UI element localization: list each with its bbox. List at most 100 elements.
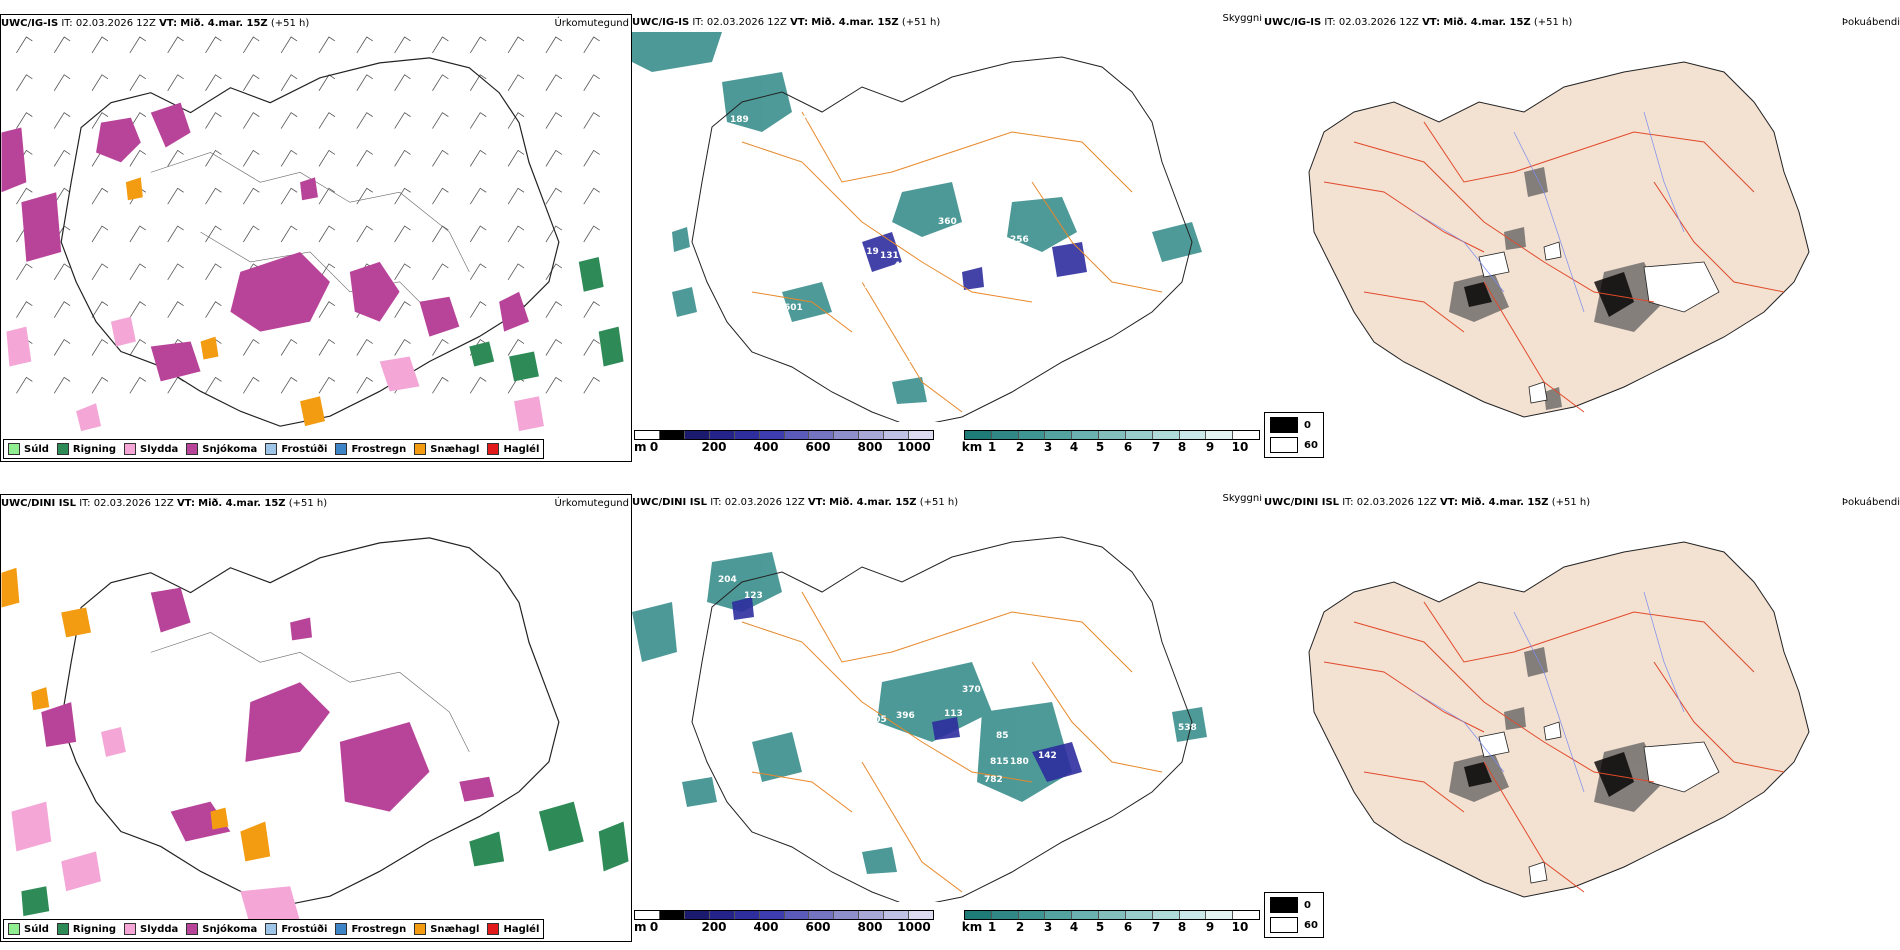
ceiling-swatch [659, 431, 685, 439]
vis-label: 105 [868, 715, 887, 725]
legend-label: Súld [24, 443, 49, 455]
visibility-colorbar: km 1 2 3 4 5 6 7 8 9 10 [961, 430, 1260, 456]
vis-tick: 6 [1123, 440, 1133, 454]
wind-barb [129, 36, 147, 54]
ceiling-tick: 600 [805, 440, 831, 454]
wind-barb [545, 74, 563, 91]
vt-value: Mið. 4.mar. 15Z [811, 17, 899, 28]
vis-label: 193 [952, 155, 971, 165]
ceiling-tick: 400 [753, 440, 779, 454]
wind-barb [243, 187, 260, 205]
vis-label: 782 [984, 775, 1003, 785]
legend-item-freezing-drizzle: Frostúði [265, 443, 327, 455]
vis-swatch [1233, 911, 1259, 919]
freezing-drizzle-swatch [265, 443, 278, 455]
ceiling-swatch [734, 431, 760, 439]
wind-barb [243, 36, 260, 54]
vis-tick: 3 [1043, 440, 1053, 454]
cloud-swatch [1270, 417, 1298, 433]
cloud-legend-row: 60 [1270, 917, 1318, 933]
cloud-legend: 0 60 [1264, 892, 1324, 938]
wind-barb [545, 36, 563, 54]
vis-tick: 2 [1015, 440, 1025, 454]
ceiling-tick: 800 [857, 440, 883, 454]
vis-swatch [1072, 911, 1100, 919]
lead-time: (+51 h) [1533, 17, 1573, 28]
wind-barb [167, 301, 184, 318]
it-prefix: IT: [61, 18, 73, 29]
cloud-legend-label: 60 [1304, 439, 1318, 451]
vis-swatch [1045, 911, 1073, 919]
vis-swatch [965, 911, 992, 919]
wind-barb [205, 74, 222, 91]
legend-item-drizzle: Súld [8, 923, 49, 935]
wind-barb [318, 376, 336, 394]
snow-swatch [186, 923, 199, 935]
wind-barb [583, 376, 600, 394]
vis-swatch [1018, 431, 1046, 439]
hail-swatch [487, 443, 500, 455]
legend-item-hail: Haglél [487, 923, 539, 935]
legend-item-rain: Rigning [56, 443, 117, 455]
wind-barb [243, 376, 260, 394]
precip-map [1, 33, 631, 461]
ceiling-colorbar-bar [634, 910, 934, 920]
vis-swatch [1179, 911, 1207, 919]
visibility-label: Skyggni [1222, 494, 1262, 504]
wind-barb [167, 187, 184, 205]
hail-swatch [487, 923, 500, 935]
wind-barb [280, 339, 298, 356]
ceiling-colorbar: m 0 200 400 600 800 1000 [634, 910, 934, 936]
wind-barb [356, 36, 373, 54]
wind-barb [545, 376, 563, 394]
ceiling-swatch [884, 431, 910, 439]
wind-barb [432, 149, 449, 167]
wind-barb [243, 112, 260, 129]
wind-barb [583, 339, 600, 356]
wind-barb [53, 74, 71, 91]
wind-barb [507, 112, 525, 129]
vis-label: 729 [794, 321, 813, 331]
ceiling-tick: 200 [701, 440, 727, 454]
legend-label: Slydda [140, 443, 179, 455]
wind-barb [545, 225, 563, 243]
legend-item-hail: Haglél [487, 443, 539, 455]
vis-label: 142 [1038, 751, 1057, 761]
lead-time: (+51 h) [1551, 497, 1591, 508]
panel-header: UWC/DINI ISL IT: 02.03.2026 12Z VT: Mið.… [1264, 494, 1900, 512]
wind-barb [469, 225, 487, 243]
wind-barb [91, 225, 109, 243]
vis-tick: 7 [1151, 920, 1161, 934]
vis-swatch [1206, 431, 1234, 439]
vis-swatch [1018, 911, 1046, 919]
wind-barb [91, 36, 109, 54]
wind-barb [394, 74, 411, 91]
freezing-rain-swatch [335, 443, 348, 455]
visibility-unit: km [961, 440, 983, 454]
vt-value: Mið. 4.mar. 15Z [180, 18, 268, 29]
fog-map-svg [1308, 541, 1810, 898]
legend-label: Frostúði [281, 923, 328, 935]
vis-label: 538 [1178, 723, 1197, 733]
wind-barb [545, 339, 563, 356]
wind-barb [545, 263, 563, 281]
precip-panel-top: UWC/IG-IS IT: 02.03.2026 12Z VT: Mið. 4.… [0, 14, 632, 462]
vis-label: 123 [744, 591, 763, 601]
legend-label: Slydda [140, 923, 179, 935]
legend-label: Frostregn [351, 443, 407, 455]
ceiling-swatch [759, 431, 785, 439]
vis-label: 143 [1006, 285, 1025, 295]
wind-barb [469, 74, 487, 91]
vis-tick: 5 [1095, 440, 1105, 454]
vis-label: 136 [1012, 259, 1031, 269]
model-name: UWC/IG-IS [632, 17, 690, 28]
ceiling-swatch [709, 911, 735, 919]
wind-barb [91, 301, 109, 318]
vis-swatch [1099, 911, 1126, 919]
model-name: UWC/DINI ISL [1264, 497, 1340, 508]
wind-barb [167, 263, 184, 281]
vis-tick: 8 [1177, 920, 1187, 934]
legend-label: Rigning [72, 443, 117, 455]
wind-barb [583, 112, 600, 129]
wind-barb [205, 263, 222, 281]
